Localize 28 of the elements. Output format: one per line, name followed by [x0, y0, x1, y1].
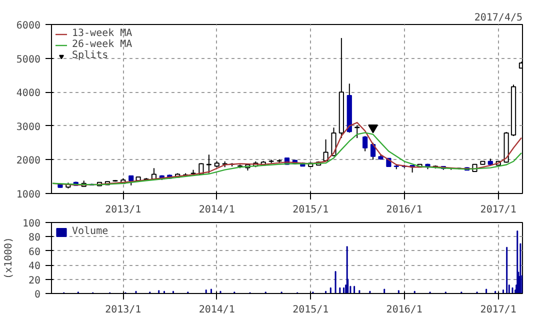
y-tick-label: 1000	[16, 190, 41, 200]
x-tick-label: 2013/1	[105, 304, 142, 316]
x-tick-label: 2017/1	[480, 304, 516, 316]
x-tick-label: 2016/1	[386, 304, 422, 316]
x-tick-label: 2015/1	[292, 204, 329, 216]
x-tick-label: 2014/1	[198, 304, 235, 316]
y-tick-label: 40	[28, 261, 41, 272]
legend-label: Volume	[72, 226, 108, 237]
legend-label: 13-week MA	[72, 28, 132, 39]
y-tick-label: 60	[28, 246, 41, 258]
y-tick-label: 5000	[16, 54, 41, 66]
y-tick-label: 80	[28, 232, 41, 244]
y-tick-label: 2000	[16, 156, 41, 167]
x-tick-label: 2017/1	[480, 204, 516, 216]
text: 2017/4/5	[474, 12, 523, 24]
x-tick-label: 2013/1	[105, 204, 142, 216]
y-axis-title: (x1000)	[3, 236, 14, 280]
legend-label: Splits	[72, 50, 108, 61]
x-tick-label: 2014/1	[198, 204, 235, 216]
y-tick-label: 4000	[16, 88, 41, 100]
y-tick-label: 100	[22, 218, 40, 230]
y-tick-label: 20	[28, 275, 41, 286]
y-tick-label: 3000	[16, 122, 41, 133]
y-tick-label: 6000	[16, 20, 41, 32]
x-tick-label: 2015/1	[292, 304, 329, 316]
legend-label: 26-week MA	[72, 39, 132, 50]
x-tick-label: 2016/1	[386, 204, 422, 216]
y-tick-label: 0	[34, 290, 41, 300]
